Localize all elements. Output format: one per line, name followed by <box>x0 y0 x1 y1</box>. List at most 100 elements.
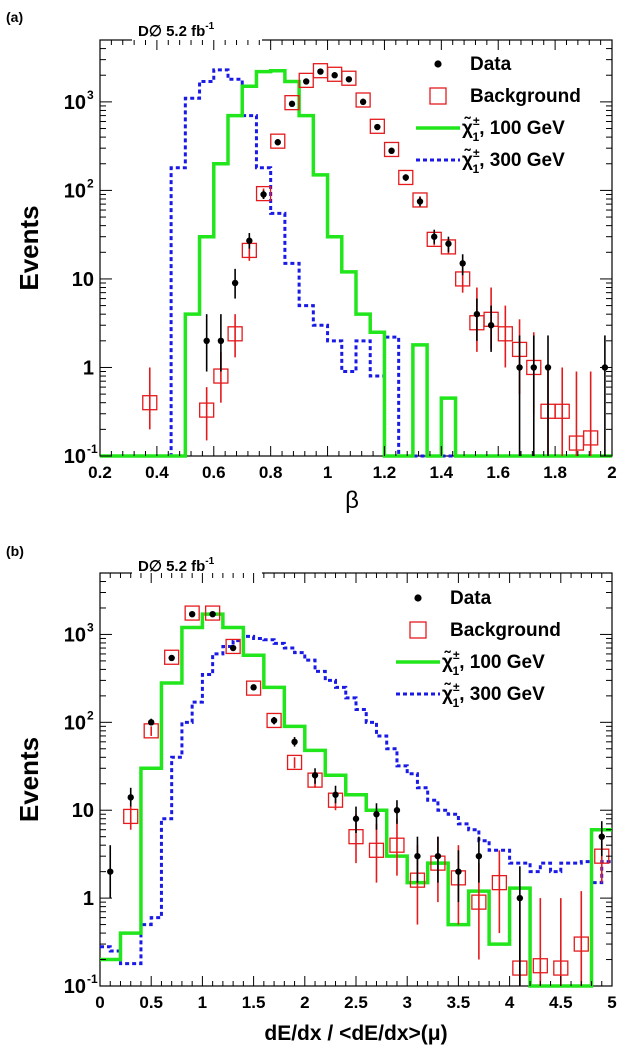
y-tick-label: 1 <box>83 888 94 910</box>
background-marker <box>199 402 215 418</box>
y-tick-label: 10 <box>72 269 94 291</box>
background-marker <box>568 435 585 451</box>
panel-label: (a) <box>6 9 23 25</box>
x-tick-label: 0.5 <box>139 993 163 1012</box>
legend-label-text: , 100 GeV <box>479 118 565 139</box>
background-marker <box>341 70 357 86</box>
chart-title: D∅ 5.2 fb-1 <box>138 556 215 575</box>
chart-title-text: D∅ 5.2 fb <box>138 23 205 40</box>
background-marker <box>491 874 508 891</box>
background-marker <box>245 680 262 696</box>
background-marker <box>355 92 371 108</box>
data-marker <box>331 72 338 79</box>
data-marker <box>231 279 239 287</box>
background-marker <box>227 326 243 342</box>
panel-a: (a)D∅ 5.2 fb-10.2 0.4 0.6 0.8 1 1.2 1.4 1.6 1.8 2… <box>6 9 617 514</box>
data-marker <box>473 310 481 318</box>
legend-chi-symbol: χ̃ <box>462 148 473 171</box>
x-tick-label: 1.4 <box>430 463 454 482</box>
legend-label: Data <box>450 588 492 609</box>
background-marker <box>389 837 405 853</box>
background-marker <box>583 430 599 446</box>
legend-label: χ̃± 1, 100 GeV <box>442 648 545 678</box>
chart-title-text: D∅ 5.2 fb <box>138 558 205 575</box>
data-marker <box>414 852 421 860</box>
x-tick-label: 3 <box>402 993 411 1012</box>
background-marker <box>286 754 303 771</box>
x-tick-label: 1.5 <box>242 993 266 1012</box>
data-marker <box>434 852 442 860</box>
data-marker <box>127 794 134 801</box>
x-tick-label: 0.8 <box>259 463 283 482</box>
data-marker <box>516 364 523 371</box>
data-marker <box>332 791 339 798</box>
legend-chi-superscript: ± <box>453 680 460 694</box>
signal-100-histogram <box>100 68 612 458</box>
legend-chi-superscript: ± <box>473 146 480 160</box>
x-tick-label: 1.2 <box>373 463 397 482</box>
legend-label: Background <box>470 86 581 107</box>
panel-b: (b)D∅ 5.2 fb-10 0.5 1 1.5 2 2.5 3 3.5 4 4.5 510 -11… <box>6 543 617 1045</box>
title-box-mask <box>132 571 262 575</box>
background-marker <box>266 712 282 729</box>
data-marker <box>209 610 216 618</box>
data-marker <box>416 198 424 205</box>
background-marker <box>497 326 513 342</box>
y-tick-label: 1 <box>83 357 94 379</box>
legend-chi-subscript: 1 <box>473 130 480 144</box>
background-marker <box>298 72 314 89</box>
x-tick-label: 2 <box>300 993 309 1012</box>
y-tick-label: 10 <box>64 92 86 114</box>
background-marker <box>143 723 159 739</box>
data-marker <box>317 68 324 75</box>
background-marker <box>398 169 414 186</box>
x-tick-label: 2.5 <box>344 993 368 1012</box>
data-marker <box>291 738 298 746</box>
legend-chi-subscript: 1 <box>473 162 480 176</box>
y-tick-label: 10 <box>64 712 86 734</box>
legend-background-marker <box>409 621 427 639</box>
data-marker <box>229 644 237 652</box>
x-tick-label: 0 <box>95 993 104 1012</box>
signal-100-histogram <box>100 612 612 988</box>
background-marker <box>369 118 385 134</box>
x-axis-label: β <box>345 487 359 514</box>
legend-data-marker <box>414 594 422 602</box>
x-tick-label: 4.5 <box>549 993 573 1012</box>
data-marker <box>148 719 155 726</box>
background-marker <box>554 403 570 419</box>
x-tick-label: 1 <box>198 993 207 1012</box>
data-marker <box>188 610 196 618</box>
data-marker <box>455 868 462 875</box>
data-marker <box>250 684 257 691</box>
legend-chi-superscript: ± <box>453 648 460 662</box>
y-tick-label: 10 <box>72 800 94 822</box>
chart-title-superscript: -1 <box>205 556 214 567</box>
legend-chi-superscript: ± <box>473 114 480 128</box>
background-marker <box>204 605 221 621</box>
data-marker <box>270 717 278 724</box>
data-marker <box>352 815 360 822</box>
legend-label-text: , 300 GeV <box>459 684 545 705</box>
legend-chi-symbol: χ̃ <box>442 682 453 705</box>
data-marker <box>274 139 281 146</box>
chart-title-superscript: -1 <box>205 21 214 32</box>
legend-background-marker <box>429 87 447 105</box>
data-marker <box>260 191 267 198</box>
data-marker <box>345 76 353 83</box>
legend-data-marker <box>434 60 442 68</box>
data-marker <box>431 233 438 240</box>
data-marker <box>359 98 367 106</box>
background-marker <box>383 141 400 158</box>
data-marker <box>445 240 452 247</box>
y-tick-label: 10 <box>64 976 86 998</box>
y-tick-label: 10 <box>64 446 86 468</box>
title-box <box>132 14 262 42</box>
legend-label: χ̃± 1, 100 GeV <box>462 114 565 144</box>
data-marker <box>303 78 310 85</box>
legend-chi-subscript: 1 <box>453 696 460 710</box>
legend-chi-subscript: 1 <box>453 664 460 678</box>
background-marker <box>573 936 589 952</box>
